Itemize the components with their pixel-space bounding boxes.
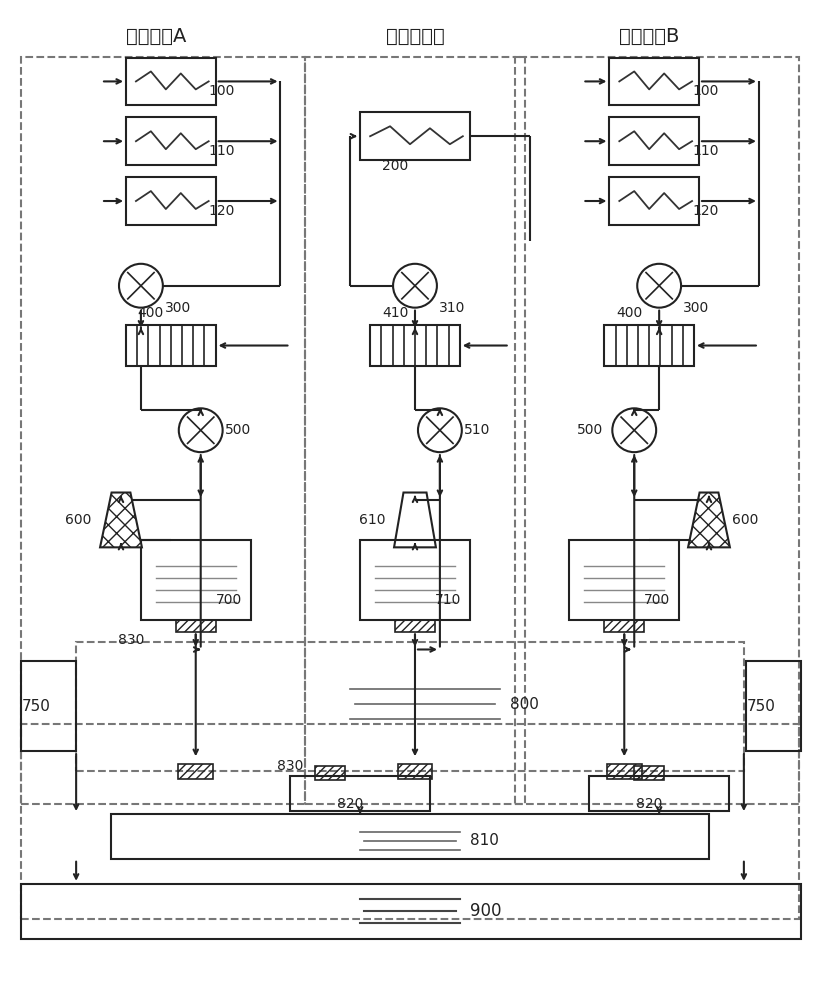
Text: 800: 800	[510, 697, 538, 712]
Text: 830: 830	[118, 633, 144, 647]
Text: 100: 100	[209, 84, 235, 98]
Text: 安全系列B: 安全系列B	[619, 27, 679, 46]
Text: 830: 830	[277, 759, 303, 773]
Text: 安全系列A: 安全系列A	[126, 27, 186, 46]
Text: 750: 750	[22, 699, 51, 714]
Text: 510: 510	[464, 423, 490, 437]
Text: 900: 900	[470, 902, 501, 920]
Text: 300: 300	[165, 301, 191, 315]
Text: 200: 200	[382, 159, 409, 173]
Text: 110: 110	[209, 144, 235, 158]
Text: 400: 400	[616, 306, 642, 320]
Text: 710: 710	[435, 593, 461, 607]
Text: 600: 600	[65, 513, 91, 527]
Text: 100: 100	[692, 84, 718, 98]
Polygon shape	[688, 493, 730, 547]
Text: 810: 810	[470, 833, 499, 848]
Text: 500: 500	[224, 423, 251, 437]
Text: 非安全系列: 非安全系列	[386, 27, 445, 46]
Text: 120: 120	[692, 204, 718, 218]
Text: 750: 750	[746, 699, 775, 714]
Text: 310: 310	[439, 301, 465, 315]
Text: 820: 820	[337, 797, 363, 811]
Text: 700: 700	[644, 593, 671, 607]
Text: 410: 410	[382, 306, 409, 320]
Text: 500: 500	[577, 423, 603, 437]
Text: 610: 610	[359, 513, 386, 527]
Text: 820: 820	[636, 797, 663, 811]
Text: 300: 300	[683, 301, 709, 315]
Text: 700: 700	[215, 593, 242, 607]
Text: 400: 400	[138, 306, 164, 320]
Polygon shape	[100, 493, 142, 547]
Text: 110: 110	[692, 144, 718, 158]
Text: 600: 600	[732, 513, 758, 527]
Text: 120: 120	[209, 204, 235, 218]
